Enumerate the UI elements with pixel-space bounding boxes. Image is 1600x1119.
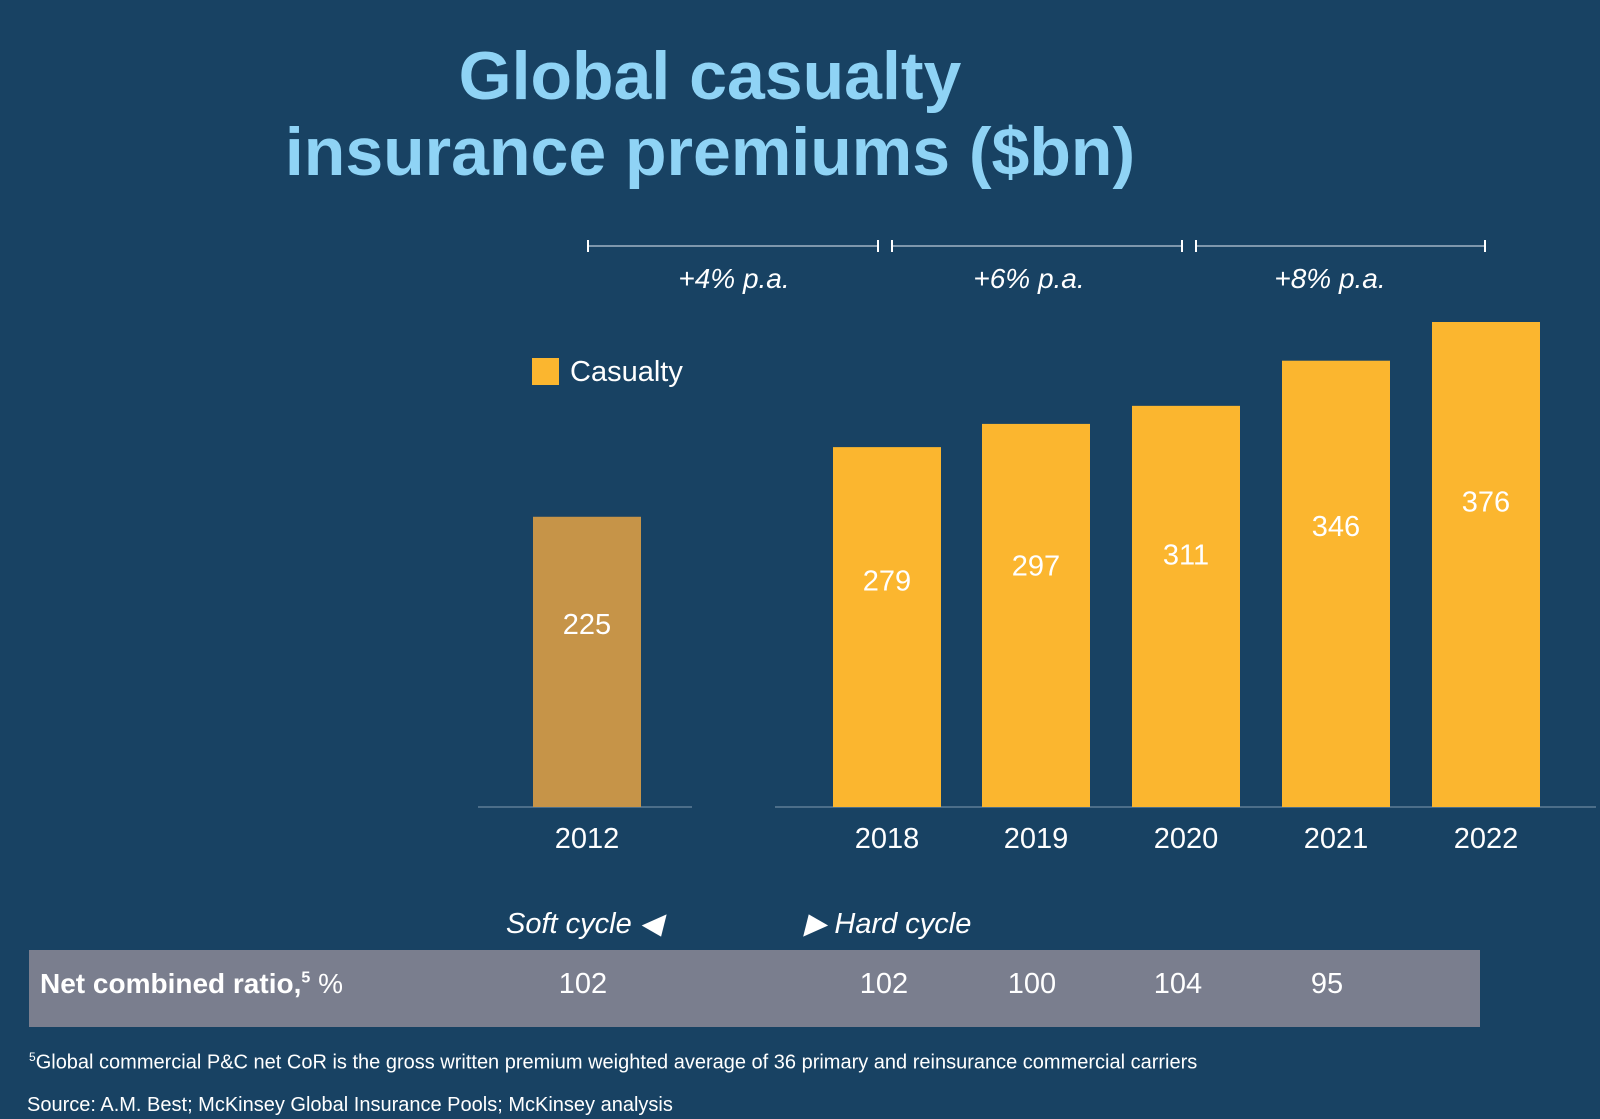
bar-2012	[533, 516, 641, 807]
legend-swatch	[532, 358, 559, 385]
category-label-2012: 2012	[555, 823, 620, 855]
source-note: Source: A.M. Best; McKinsey Global Insur…	[27, 1094, 673, 1116]
hard-cycle-label: ▶ Hard cycle	[804, 906, 971, 941]
value-label-2022: 376	[1462, 486, 1510, 518]
category-label-2021: 2021	[1304, 823, 1369, 855]
footnote-mark: 5	[29, 1050, 36, 1064]
net-combined-ratio-label: Net combined ratio,5 %	[40, 968, 343, 1000]
ratio-value-2019: 100	[1007, 968, 1057, 1000]
category-label-2020: 2020	[1154, 823, 1219, 855]
chart-title: Global casualty insurance premiums ($bn)	[0, 38, 1420, 190]
value-label-2020: 311	[1163, 539, 1209, 571]
net-combined-ratio-band	[29, 950, 1480, 1027]
chart-title-line1: Global casualty	[458, 38, 962, 114]
growth-label-2: +6% p.a.	[973, 263, 1084, 294]
ratio-label-footnote-mark: 5	[301, 969, 311, 987]
value-label-2018: 279	[863, 565, 911, 597]
ratio-value-2012: 102	[558, 968, 608, 1000]
footnote: 5Global commercial P&C net CoR is the gr…	[29, 1050, 1197, 1075]
category-label-2018: 2018	[855, 823, 920, 855]
ratio-label-unit: %	[318, 968, 343, 999]
category-label-2022: 2022	[1454, 823, 1519, 855]
ratio-value-2021: 95	[1310, 968, 1344, 1000]
bar-2018	[833, 447, 941, 807]
growth-label-1: +4% p.a.	[678, 263, 789, 294]
ratio-value-2018: 102	[859, 968, 909, 1000]
hard-cycle-text: Hard cycle	[834, 908, 972, 940]
growth-label-3: +8% p.a.	[1274, 263, 1385, 294]
bar-2021	[1282, 360, 1390, 807]
value-label-2019: 297	[1012, 551, 1060, 583]
triangle-left-icon: ◀	[639, 908, 663, 940]
footnote-text: Global commercial P&C net CoR is the gro…	[35, 1051, 1198, 1074]
ratio-value-2020: 104	[1153, 968, 1203, 1000]
ratio-label-text: Net combined ratio,	[40, 968, 302, 999]
chart-title-line2: insurance premiums ($bn)	[284, 114, 1136, 190]
bar-chart: 225 2012 279 2018 297 2019 311 2020 346 2021 376 20…	[478, 240, 1596, 855]
soft-cycle-text: Soft cycle	[506, 908, 632, 940]
soft-cycle-label: Soft cycle ◀	[506, 906, 662, 941]
triangle-right-icon: ▶	[804, 908, 827, 940]
bar-2020	[1132, 405, 1240, 807]
bar-2019	[982, 423, 1090, 807]
category-label-2019: 2019	[1004, 823, 1069, 855]
legend-label: Casualty	[570, 356, 683, 388]
bar-2022	[1432, 322, 1540, 807]
value-label-2012: 225	[563, 609, 611, 641]
value-label-2021: 346	[1312, 511, 1360, 543]
